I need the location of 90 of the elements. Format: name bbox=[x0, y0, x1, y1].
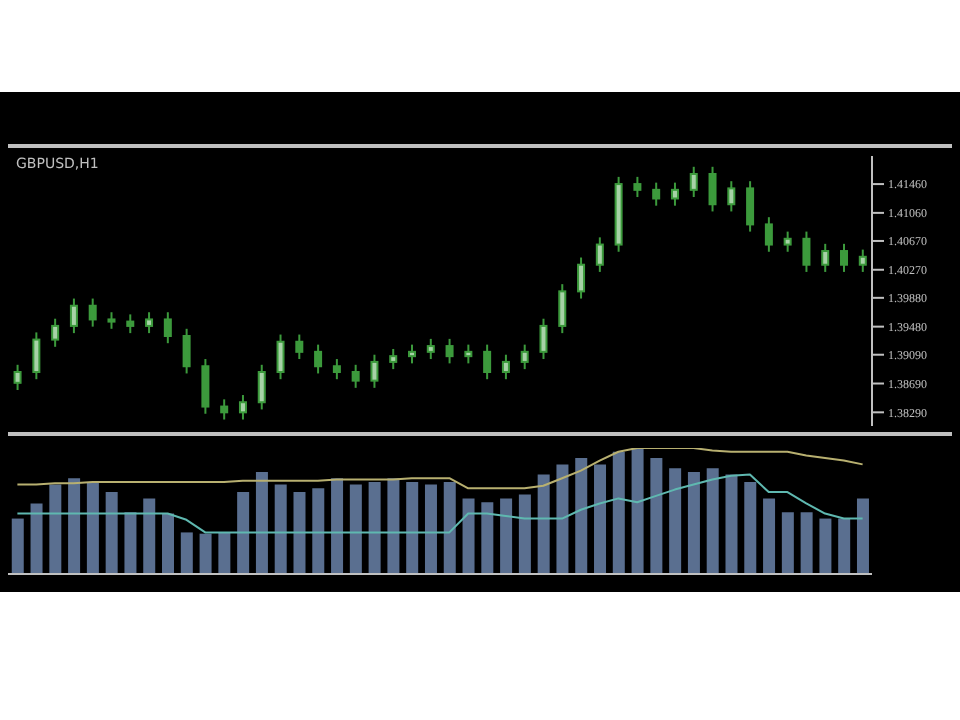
candlestick bbox=[821, 242, 830, 273]
candlestick bbox=[69, 297, 78, 335]
candlestick bbox=[708, 165, 717, 213]
candlestick bbox=[370, 353, 379, 389]
bar bbox=[518, 494, 531, 574]
bar bbox=[500, 498, 513, 574]
candlestick bbox=[163, 311, 172, 345]
candlestick bbox=[652, 181, 661, 207]
bar bbox=[387, 478, 400, 574]
bar bbox=[443, 482, 456, 574]
bar bbox=[349, 484, 362, 574]
candlestick bbox=[314, 343, 323, 375]
candlestick bbox=[201, 358, 210, 415]
bar bbox=[631, 448, 644, 574]
candlestick bbox=[295, 333, 304, 361]
bar bbox=[781, 512, 794, 574]
candlestick bbox=[88, 297, 97, 328]
candlestick bbox=[727, 180, 736, 213]
candlestick bbox=[501, 353, 510, 381]
bar bbox=[800, 512, 813, 574]
candlestick bbox=[257, 363, 266, 411]
bar bbox=[650, 458, 663, 574]
candlestick bbox=[182, 327, 191, 375]
candlestick bbox=[577, 256, 586, 300]
candlestick bbox=[783, 230, 792, 253]
candlestick bbox=[126, 313, 135, 335]
bar bbox=[725, 474, 738, 574]
candlestick bbox=[351, 363, 360, 389]
bar bbox=[143, 498, 156, 574]
candlestick bbox=[764, 216, 773, 253]
bar bbox=[556, 464, 569, 574]
bar bbox=[218, 532, 231, 574]
bar bbox=[30, 503, 43, 574]
bar bbox=[86, 482, 99, 574]
candlestick bbox=[520, 343, 529, 371]
candlestick bbox=[13, 363, 22, 391]
candlestick bbox=[332, 358, 341, 381]
bar bbox=[594, 464, 607, 574]
bar bbox=[312, 488, 325, 574]
bar bbox=[575, 458, 588, 574]
candlestick bbox=[840, 242, 849, 273]
candlestick bbox=[51, 317, 60, 348]
bar bbox=[424, 484, 437, 574]
bar bbox=[537, 474, 550, 574]
candlestick bbox=[539, 317, 548, 361]
bar bbox=[162, 513, 175, 574]
bar bbox=[744, 482, 757, 574]
candlestick bbox=[426, 337, 435, 361]
bar bbox=[124, 512, 137, 574]
bar bbox=[763, 498, 776, 574]
candlestick bbox=[483, 343, 492, 381]
candlestick bbox=[220, 398, 229, 421]
candlestick bbox=[746, 180, 755, 233]
candlestick bbox=[408, 343, 417, 365]
bar bbox=[68, 478, 81, 574]
bar bbox=[687, 471, 700, 574]
bar bbox=[180, 532, 193, 574]
candlestick bbox=[32, 331, 41, 381]
bar bbox=[706, 468, 719, 574]
candlestick bbox=[595, 236, 604, 273]
bar bbox=[293, 492, 306, 574]
bar bbox=[669, 468, 682, 574]
bar bbox=[331, 478, 344, 574]
candlestick bbox=[145, 311, 154, 335]
candlestick bbox=[389, 347, 398, 371]
candlestick bbox=[558, 283, 567, 335]
candlestick bbox=[238, 394, 247, 421]
candlestick bbox=[858, 248, 867, 273]
candlestick bbox=[276, 333, 285, 381]
bar bbox=[819, 518, 832, 574]
bar bbox=[199, 533, 212, 574]
bar bbox=[237, 492, 250, 574]
bar bbox=[856, 498, 869, 574]
candlestick bbox=[445, 337, 454, 365]
bar bbox=[406, 482, 419, 574]
bar bbox=[11, 518, 24, 574]
bar bbox=[105, 492, 118, 574]
candlestick bbox=[633, 175, 642, 199]
candlestick bbox=[689, 165, 698, 199]
bar bbox=[49, 484, 62, 574]
candlestick bbox=[464, 343, 473, 365]
bar bbox=[255, 471, 268, 574]
bar bbox=[612, 451, 625, 574]
candlestick bbox=[802, 230, 811, 273]
bar bbox=[274, 484, 287, 574]
candlestick bbox=[670, 181, 679, 207]
bar bbox=[462, 498, 475, 574]
bar bbox=[368, 482, 381, 574]
bar bbox=[838, 518, 851, 574]
bar bbox=[481, 502, 494, 574]
